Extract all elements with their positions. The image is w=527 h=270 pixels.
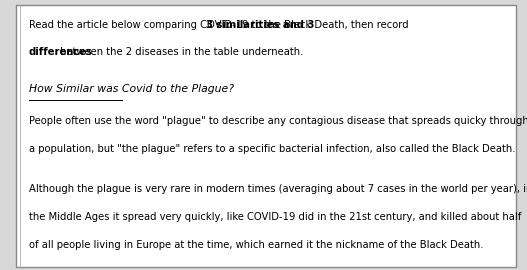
Text: differences: differences <box>29 47 93 57</box>
Text: the Middle Ages it spread very quickly, like COVID-19 did in the 21st century, a: the Middle Ages it spread very quickly, … <box>29 212 521 222</box>
FancyBboxPatch shape <box>16 5 516 267</box>
Text: of all people living in Europe at the time, which earned it the nickname of the : of all people living in Europe at the ti… <box>29 240 483 250</box>
Text: How Similar was Covid to the Plague?: How Similar was Covid to the Plague? <box>29 84 234 94</box>
Text: People often use the word "plague" to describe any contagious disease that sprea: People often use the word "plague" to de… <box>29 116 527 126</box>
Text: Read the article below comparing COVID-19 to the Black Death, then record: Read the article below comparing COVID-1… <box>29 20 412 30</box>
Text: 3 similarities and 3: 3 similarities and 3 <box>207 20 315 30</box>
Text: Although the plague is very rare in modern times (averaging about 7 cases in the: Although the plague is very rare in mode… <box>29 184 527 194</box>
Text: between the 2 diseases in the table underneath.: between the 2 diseases in the table unde… <box>56 47 303 57</box>
Text: a population, but "the plague" refers to a specific bacterial infection, also ca: a population, but "the plague" refers to… <box>29 144 515 154</box>
